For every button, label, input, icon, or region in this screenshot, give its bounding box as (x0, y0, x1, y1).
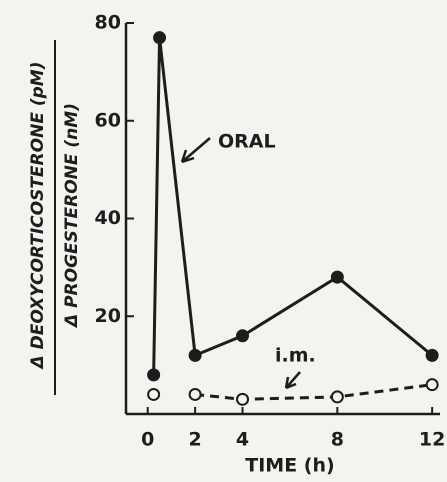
series-line (152, 37, 434, 375)
point (330, 390, 344, 404)
point (147, 387, 161, 401)
y-tick-label: 20 (95, 305, 121, 327)
point (147, 368, 161, 382)
oral-arrow (180, 137, 211, 164)
point (188, 387, 202, 401)
x-label: TIME (h) (245, 455, 334, 477)
point (188, 348, 202, 362)
series-line (194, 383, 433, 401)
y-label-top: Δ DEOXYCORTICOSTERONE (pM) (28, 62, 48, 371)
legend-im: i.m. (275, 345, 316, 367)
point (330, 270, 344, 284)
im-arrow (284, 371, 301, 390)
y-label-bottom: Δ PROGESTERONE (nM) (62, 103, 82, 329)
x-tick-label: 2 (188, 429, 201, 451)
point (425, 378, 439, 392)
y-tick-label: 40 (95, 207, 121, 229)
x-tick-label: 12 (419, 429, 445, 451)
point (425, 348, 439, 362)
point (153, 31, 167, 45)
y-tick-label: 60 (95, 109, 121, 131)
point (236, 329, 250, 343)
x-tick-label: 0 (141, 429, 154, 451)
point (236, 392, 250, 406)
y-tick-label: 80 (95, 12, 121, 34)
x-tick-label: 4 (236, 429, 249, 451)
legend-oral: ORAL (218, 131, 276, 153)
x-tick-label: 8 (331, 429, 344, 451)
